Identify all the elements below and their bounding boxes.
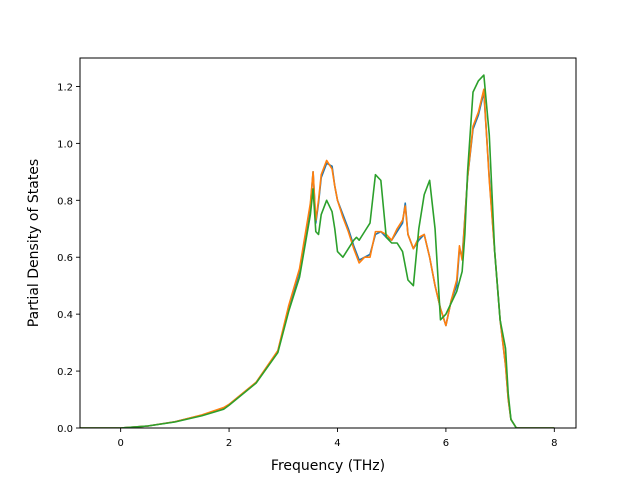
y-axis-label: Partial Density of States: [26, 159, 42, 327]
series-line-3: [80, 74, 555, 428]
x-tick-label: 8: [551, 438, 557, 449]
y-tick-label: 0.4: [57, 310, 73, 321]
y-tick-label: 0.0: [57, 424, 73, 435]
plot-area: 0 2 4 6 8 0.0 0.2 0.4 0.6 0.8 1.0 1.2: [57, 57, 577, 449]
x-tick-label: 6: [443, 438, 449, 449]
x-tick-label: 2: [226, 438, 232, 449]
y-tick-label: 0.8: [57, 196, 73, 207]
x-tick-label: 0: [117, 438, 123, 449]
x-axis-label: Frequency (THz): [271, 458, 385, 474]
y-tick-label: 0.6: [57, 253, 73, 264]
y-tick-label: 1.2: [57, 82, 73, 93]
x-tick-label: 4: [334, 438, 340, 449]
y-tick-label: 1.0: [57, 139, 73, 150]
y-tick-label: 0.2: [57, 367, 73, 378]
x-axis-ticks: 0 2 4 6 8: [117, 428, 558, 449]
axes-frame: [79, 57, 577, 429]
y-axis-ticks: 0.0 0.2 0.4 0.6 0.8 1.0 1.2: [57, 82, 80, 435]
series-layer: [80, 74, 555, 428]
